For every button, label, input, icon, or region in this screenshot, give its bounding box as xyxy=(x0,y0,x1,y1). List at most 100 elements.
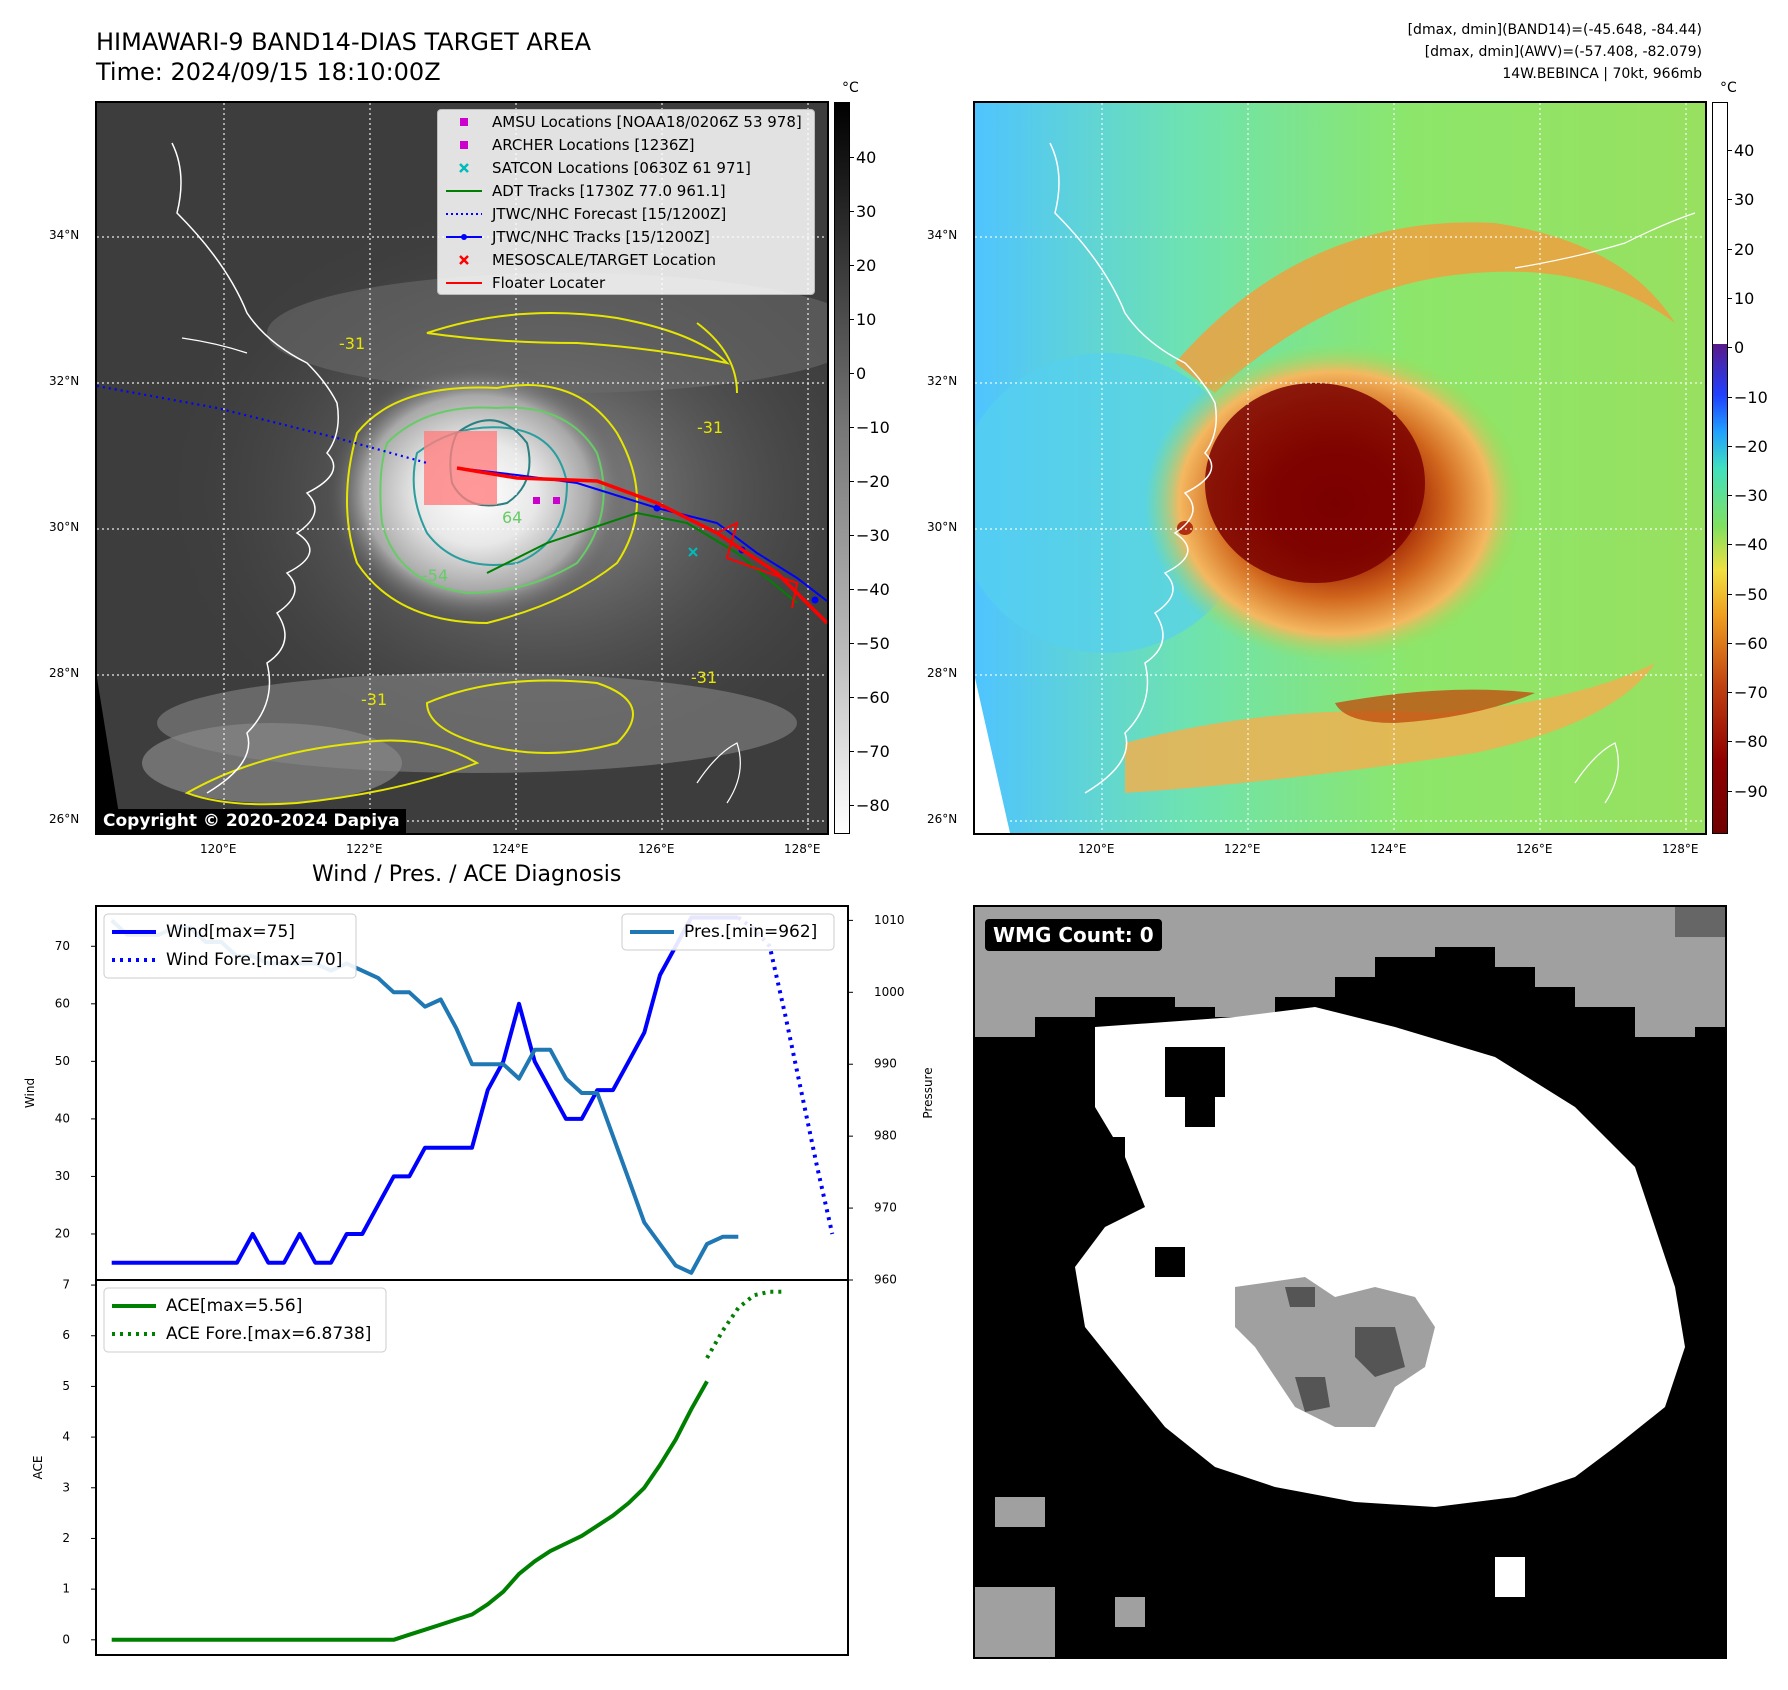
legend-label: Pres.[min=962] xyxy=(684,922,817,942)
colorbar-tick-label: 30 xyxy=(1734,190,1755,210)
ace-tick-label: 1 xyxy=(62,1582,70,1596)
lat-tick-label: 28°N xyxy=(49,666,80,680)
lat-tick-label: 26°N xyxy=(49,812,80,826)
colorbar-tick-label: −50 xyxy=(1734,584,1768,604)
storm-info: 14W.BEBINCA | 70kt, 966mb xyxy=(1502,66,1702,82)
copyright-label: Copyright © 2020-2024 Dapiya xyxy=(97,809,406,833)
pressure-tick-label: 1000 xyxy=(874,985,905,999)
lon-tick-label: 126°E xyxy=(638,842,675,856)
colorbar-tick-label: 40 xyxy=(1734,141,1755,161)
colorbar-tick-mark xyxy=(1728,692,1732,694)
figure-title: HIMAWARI-9 BAND14-DIAS TARGET AREA xyxy=(96,28,592,56)
colorbar-tick-label: 20 xyxy=(856,255,877,275)
ace-tick-label: 3 xyxy=(62,1480,70,1494)
colorbar-tick-label: −20 xyxy=(856,471,890,491)
jtwc-track xyxy=(456,467,827,602)
colorbar-tick-label: −50 xyxy=(856,633,890,653)
legend-item: JTWC/NHC Forecast [15/1200Z] xyxy=(438,202,814,225)
legend-symbol-icon xyxy=(444,116,484,128)
colorbar-tick-mark xyxy=(1728,790,1732,792)
colorbar-tick-mark xyxy=(850,480,854,482)
legend-label: ADT Tracks [1730Z 77.0 961.1] xyxy=(492,181,726,200)
pressure-tick-label: 1010 xyxy=(874,913,905,927)
colorbar-tick-label: 20 xyxy=(1734,239,1755,259)
wmg-panel: WMG Count: 0 xyxy=(973,905,1727,1659)
ace-tick-label: 5 xyxy=(62,1379,70,1393)
contour-label: 64 xyxy=(502,508,522,527)
colorbar-tick-mark xyxy=(850,588,854,590)
legend-label: Wind Fore.[max=70] xyxy=(166,950,342,970)
wind-tick-label: 40 xyxy=(55,1111,70,1125)
colorbar-tick-mark xyxy=(1728,347,1732,349)
pressure-tick-label: 960 xyxy=(874,1273,897,1287)
legend-item: AMSU Locations [NOAA18/0206Z 53 978] xyxy=(438,110,814,133)
legend-item: MESOSCALE/TARGET Location xyxy=(438,248,814,271)
lon-tick-label: 124°E xyxy=(1370,842,1407,856)
wind-forecast-series-line xyxy=(737,915,835,1235)
ace-tick-label: 6 xyxy=(62,1328,70,1342)
colorbar-tick-label: −10 xyxy=(1734,387,1768,407)
ace-tick-label: 7 xyxy=(62,1278,70,1292)
legend-label: Wind[max=75] xyxy=(166,922,295,942)
pressure-tick-label: 980 xyxy=(874,1129,897,1143)
ace-forecast-series-line xyxy=(705,1289,786,1359)
colorbar-tick-mark xyxy=(1728,396,1732,398)
wind-tick-label: 50 xyxy=(55,1054,70,1068)
legend-label: Floater Locater xyxy=(492,273,606,292)
lat-tick-label: 34°N xyxy=(49,228,80,242)
colorbar-tick-label: −30 xyxy=(856,525,890,545)
colorbar-tick-label: −70 xyxy=(1734,683,1768,703)
colorbar-tick-mark xyxy=(1728,495,1732,497)
colorbar-tick-mark xyxy=(850,264,854,266)
lat-tick-label: 30°N xyxy=(927,520,958,534)
colorbar-tick-mark xyxy=(850,696,854,698)
diagnosis-title: Wind / Pres. / ACE Diagnosis xyxy=(312,862,622,887)
colorbar-tick-label: 40 xyxy=(856,147,877,167)
contour-label: -54 xyxy=(422,566,448,585)
colorbar-tick-mark xyxy=(850,318,854,320)
diagnosis-chart: 20 30 40 50 60 70 960 970 980 990 1000 1010 0 1 2 3 4 5 6 7… xyxy=(23,905,935,1656)
lat-tick-label: 32°N xyxy=(49,374,80,388)
colorbar-tick-label: 10 xyxy=(856,309,877,329)
contour-label: -31 xyxy=(697,418,723,437)
legend-label: ARCHER Locations [1236Z] xyxy=(492,135,695,154)
floater-locater xyxy=(456,466,827,625)
colorbar-tick-label: 10 xyxy=(1734,289,1755,308)
wind-tick-label: 30 xyxy=(55,1169,70,1183)
awv-colorbar xyxy=(1712,102,1728,834)
legend-symbol-icon xyxy=(444,139,484,151)
colorbar-tick-label: 30 xyxy=(856,201,877,221)
adt-track xyxy=(486,511,798,604)
colorbar-tick-label: −90 xyxy=(1734,781,1768,801)
ace-series-line xyxy=(111,1380,709,1642)
colorbar-tick-mark xyxy=(850,642,854,644)
colorbar-tick-mark xyxy=(1728,248,1732,250)
lat-tick-label: 32°N xyxy=(927,374,958,388)
lon-tick-label: 126°E xyxy=(1516,842,1553,856)
wmg-mask xyxy=(975,907,1725,1657)
ace-tick-label: 2 xyxy=(62,1531,70,1545)
ace-axes-frame xyxy=(95,1279,849,1656)
wmg-count-label: WMG Count: 0 xyxy=(985,919,1162,951)
pressure-tick-label: 990 xyxy=(874,1057,897,1071)
colorbar-tick-label: −70 xyxy=(856,741,890,761)
colorbar-tick-mark xyxy=(850,426,854,428)
legend-symbol-icon xyxy=(444,231,484,243)
lon-tick-label: 120°E xyxy=(200,842,237,856)
legend-label: ACE Fore.[max=6.8738] xyxy=(166,1324,371,1344)
lat-tick-label: 28°N xyxy=(927,666,958,680)
colorbar-tick-label: −60 xyxy=(1734,633,1768,653)
colorbar-tick-label: 0 xyxy=(856,363,867,383)
legend-item: ADT Tracks [1730Z 77.0 961.1] xyxy=(438,179,814,202)
wind-tick-label: 70 xyxy=(55,939,70,953)
colorbar-tick-label: −80 xyxy=(1734,732,1768,752)
colorbar-tick-mark xyxy=(850,372,854,374)
colorbar-tick-mark xyxy=(1728,593,1732,595)
legend-label: MESOSCALE/TARGET Location xyxy=(492,250,717,269)
colorbar-tick-label: −40 xyxy=(856,579,890,599)
lon-tick-label: 128°E xyxy=(1662,842,1699,856)
pressure-legend: Pres.[min=962] xyxy=(621,913,835,951)
legend-symbol-icon xyxy=(444,277,484,289)
awv-colorbar-unit: °C xyxy=(1720,80,1737,96)
lon-tick-label: 128°E xyxy=(784,842,821,856)
